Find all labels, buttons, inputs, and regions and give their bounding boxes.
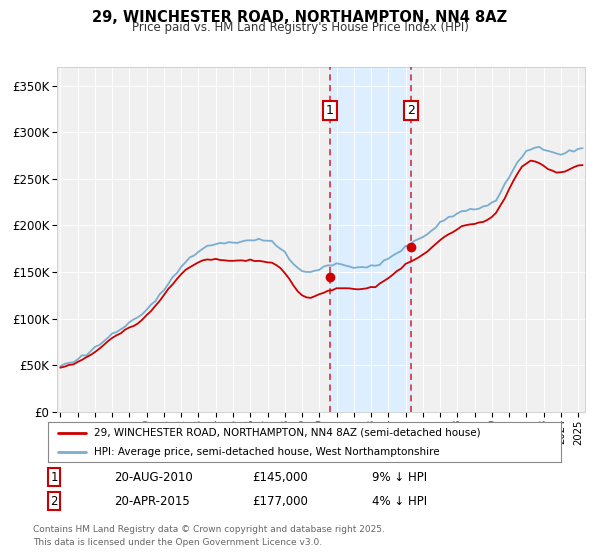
Text: 20-AUG-2010: 20-AUG-2010 bbox=[114, 470, 193, 484]
Text: 20-APR-2015: 20-APR-2015 bbox=[114, 494, 190, 508]
Text: 9% ↓ HPI: 9% ↓ HPI bbox=[372, 470, 427, 484]
Text: £177,000: £177,000 bbox=[252, 494, 308, 508]
Text: 1: 1 bbox=[326, 104, 334, 116]
Text: 2: 2 bbox=[407, 104, 415, 116]
Text: HPI: Average price, semi-detached house, West Northamptonshire: HPI: Average price, semi-detached house,… bbox=[94, 447, 440, 458]
Text: Contains HM Land Registry data © Crown copyright and database right 2025.
This d: Contains HM Land Registry data © Crown c… bbox=[33, 525, 385, 547]
Text: 29, WINCHESTER ROAD, NORTHAMPTON, NN4 8AZ (semi-detached house): 29, WINCHESTER ROAD, NORTHAMPTON, NN4 8A… bbox=[94, 428, 481, 438]
Text: Price paid vs. HM Land Registry's House Price Index (HPI): Price paid vs. HM Land Registry's House … bbox=[131, 21, 469, 34]
Text: 1: 1 bbox=[50, 470, 58, 484]
Text: 4% ↓ HPI: 4% ↓ HPI bbox=[372, 494, 427, 508]
Bar bbox=[330, 67, 411, 412]
Text: 29, WINCHESTER ROAD, NORTHAMPTON, NN4 8AZ: 29, WINCHESTER ROAD, NORTHAMPTON, NN4 8A… bbox=[92, 10, 508, 25]
Text: 2: 2 bbox=[50, 494, 58, 508]
Text: £145,000: £145,000 bbox=[252, 470, 308, 484]
